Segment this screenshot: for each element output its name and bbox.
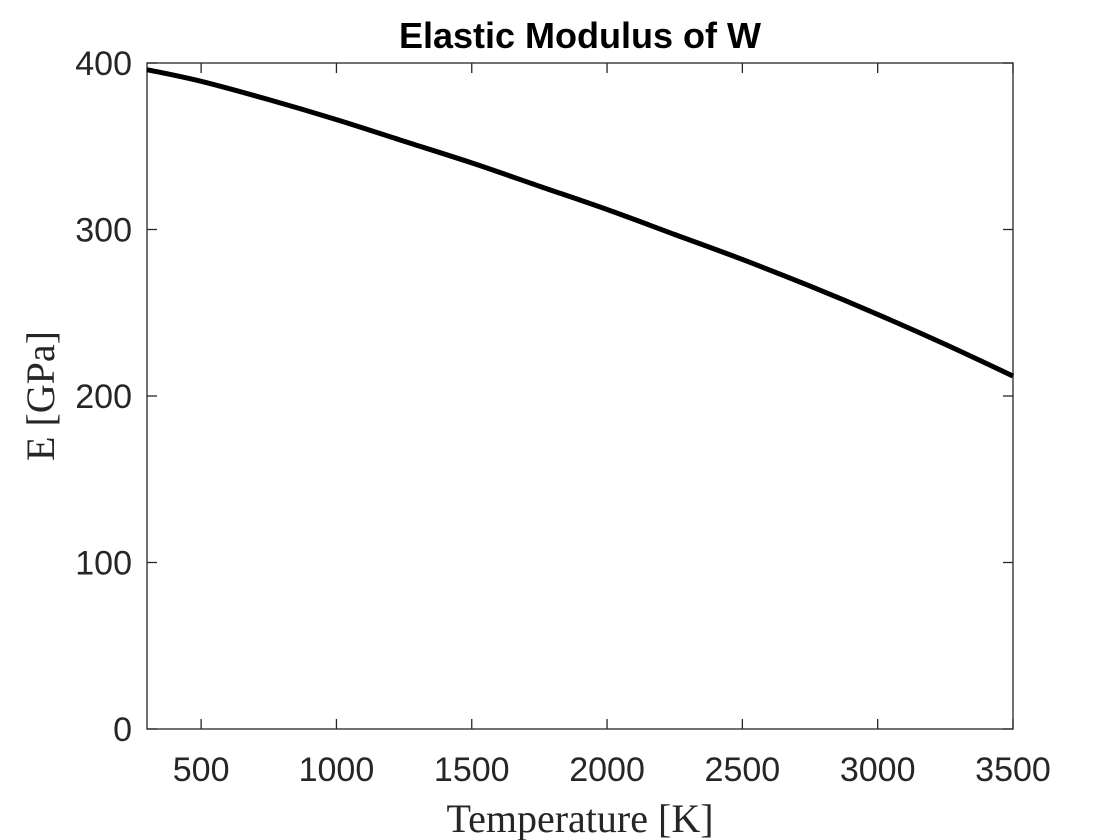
y-tick-label: 0 [113,711,132,749]
y-tick-label: 100 [75,545,132,583]
x-tick-label: 3000 [840,751,916,789]
x-tick-label: 1500 [434,751,510,789]
y-tick-label: 400 [75,45,132,83]
x-tick-label: 500 [173,751,230,789]
x-tick-label: 2500 [705,751,781,789]
x-tick-label: 1000 [299,751,375,789]
y-tick-label: 200 [75,378,132,416]
x-tick-label: 3500 [975,751,1051,789]
x-axis-label: Temperature [K] [446,796,713,840]
chart-title: Elastic Modulus of W [399,15,761,56]
x-tick-label: 2000 [569,751,645,789]
y-tick-label: 300 [75,212,132,250]
y-axis-label: E [GPa] [18,331,63,461]
